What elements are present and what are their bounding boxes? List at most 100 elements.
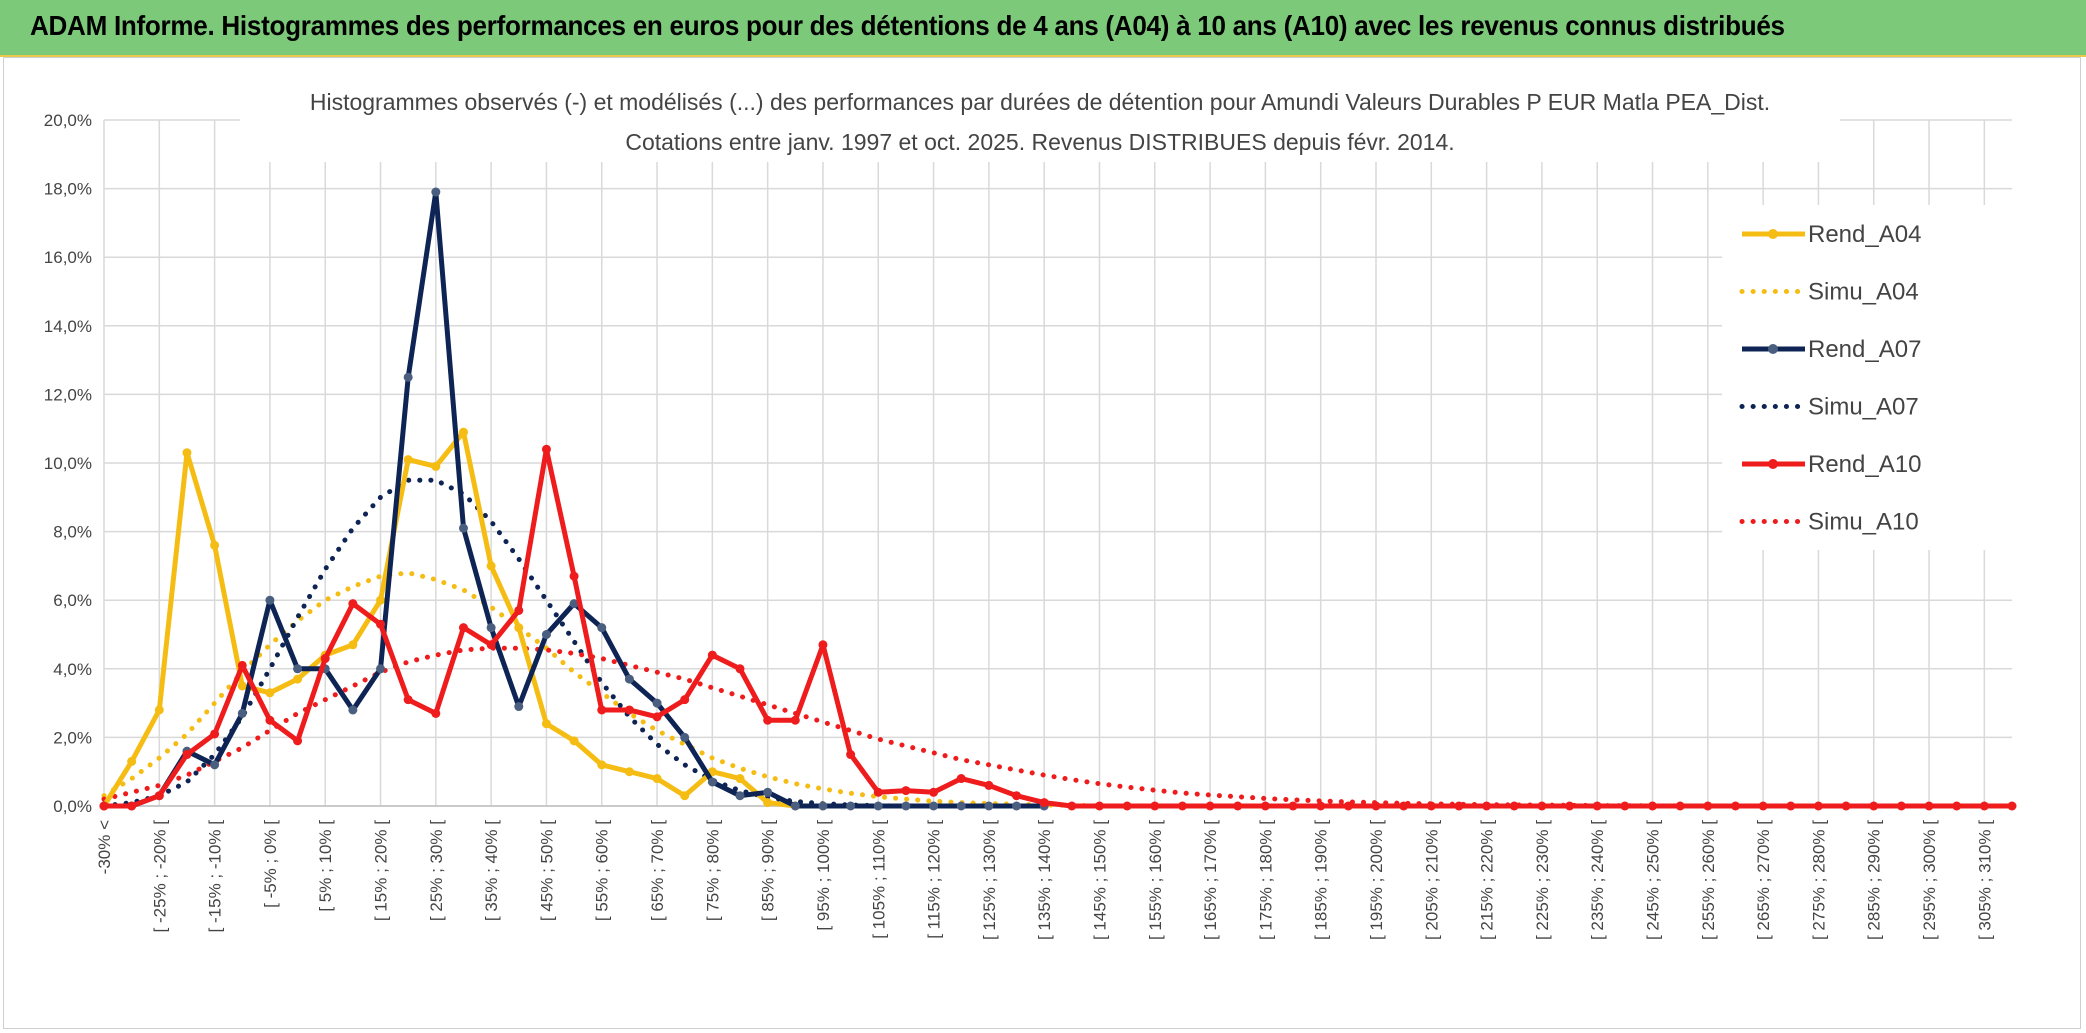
x-tick-label: [ -25% ; -20% [ (150, 820, 169, 933)
point-Rend_A10 (1925, 802, 1934, 811)
point-Rend_A04 (265, 688, 274, 697)
point-Rend_A10 (1814, 802, 1823, 811)
y-tick-label: 6,0% (53, 591, 92, 610)
legend-marker (1768, 459, 1778, 469)
point-Rend_A10 (1952, 802, 1961, 811)
x-tick-label: [ 215% ; 220% [ (1478, 820, 1497, 940)
point-Rend_A10 (1040, 798, 1049, 807)
point-Rend_A10 (1869, 802, 1878, 811)
point-Rend_A07 (708, 777, 717, 786)
point-Rend_A10 (929, 788, 938, 797)
x-tick-label: [ 245% ; 250% [ (1644, 820, 1663, 940)
point-Rend_A04 (210, 541, 219, 550)
point-Rend_A10 (376, 620, 385, 629)
point-Rend_A04 (514, 623, 523, 632)
x-tick-label: [ 185% ; 190% [ (1312, 820, 1331, 940)
point-Rend_A10 (708, 651, 717, 660)
point-Rend_A07 (846, 802, 855, 811)
y-tick-label: 16,0% (44, 248, 92, 267)
point-Rend_A10 (1123, 802, 1132, 811)
point-Rend_A10 (901, 786, 910, 795)
point-Rend_A07 (376, 664, 385, 673)
x-tick-label: [ 305% ; 310% [ (1975, 820, 1994, 940)
legend-label: Rend_A07 (1808, 336, 1921, 363)
title-layer: Histogrammes observés (-) et modélisés (… (240, 82, 1840, 162)
y-tick-label: 14,0% (44, 317, 92, 336)
point-Rend_A10 (1344, 802, 1353, 811)
x-tick-label: [ 25% ; 30% [ (427, 820, 446, 921)
point-Rend_A10 (680, 695, 689, 704)
point-Rend_A10 (653, 712, 662, 721)
histogram-chart: 0,0%2,0%4,0%6,0%8,0%10,0%12,0%14,0%16,0%… (0, 0, 2086, 1033)
legend-label: Simu_A04 (1808, 279, 1919, 306)
point-Rend_A07 (818, 802, 827, 811)
point-Rend_A10 (597, 705, 606, 714)
point-Rend_A10 (846, 750, 855, 759)
legend-box (1722, 205, 2022, 550)
legend-marker (1768, 344, 1778, 354)
point-Rend_A07 (680, 733, 689, 742)
point-Rend_A07 (763, 788, 772, 797)
x-tick-label: [ 255% ; 260% [ (1699, 820, 1718, 940)
point-Rend_A10 (127, 802, 136, 811)
point-Rend_A10 (1316, 802, 1325, 811)
legend-label: Rend_A04 (1808, 221, 1921, 248)
legend-label: Simu_A10 (1808, 509, 1919, 536)
y-tick-label: 12,0% (44, 385, 92, 404)
point-Rend_A04 (293, 675, 302, 684)
point-Rend_A10 (736, 664, 745, 673)
point-Rend_A07 (984, 802, 993, 811)
x-tick-label: [ 15% ; 20% [ (372, 820, 391, 921)
point-Rend_A10 (431, 709, 440, 718)
point-Rend_A07 (431, 188, 440, 197)
point-Rend_A04 (625, 767, 634, 776)
point-Rend_A10 (487, 640, 496, 649)
x-tick-label: [ 195% ; 200% [ (1367, 820, 1386, 940)
point-Rend_A10 (100, 802, 109, 811)
point-Rend_A10 (1399, 802, 1408, 811)
line-Simu_A07 (104, 480, 906, 806)
point-Rend_A10 (763, 716, 772, 725)
point-Rend_A07 (957, 802, 966, 811)
point-Rend_A07 (265, 596, 274, 605)
point-Rend_A10 (1427, 802, 1436, 811)
point-Rend_A10 (1372, 802, 1381, 811)
legend: Rend_A04 Simu_A04 Rend_A07 Simu_A07 Rend_A10… (1722, 205, 2022, 550)
x-tick-label: [ 225% ; 230% [ (1533, 820, 1552, 940)
point-Rend_A10 (1537, 802, 1546, 811)
point-Rend_A04 (763, 798, 772, 807)
x-tick-label: [ 135% ; 140% [ (1035, 820, 1054, 940)
legend-marker (1768, 229, 1778, 239)
y-axis: 0,0%2,0%4,0%6,0%8,0%10,0%12,0%14,0%16,0%… (44, 111, 92, 816)
point-Rend_A10 (238, 661, 247, 670)
point-Rend_A10 (874, 788, 883, 797)
point-Rend_A10 (1648, 802, 1657, 811)
point-Rend_A10 (984, 781, 993, 790)
point-Rend_A07 (625, 675, 634, 684)
point-Rend_A10 (1620, 802, 1629, 811)
point-Rend_A07 (210, 760, 219, 769)
x-tick-label: [ 235% ; 240% [ (1588, 820, 1607, 940)
y-tick-label: 2,0% (53, 728, 92, 747)
point-Rend_A10 (155, 791, 164, 800)
point-Rend_A07 (404, 373, 413, 382)
x-tick-label: -30% < (95, 820, 114, 874)
point-Rend_A10 (818, 640, 827, 649)
point-Rend_A10 (957, 774, 966, 783)
point-Rend_A07 (542, 630, 551, 639)
point-Rend_A10 (1703, 802, 1712, 811)
point-Rend_A10 (1565, 802, 1574, 811)
y-tick-label: 8,0% (53, 523, 92, 542)
point-Rend_A07 (487, 623, 496, 632)
x-tick-label: [ 45% ; 50% [ (537, 820, 556, 921)
x-tick-label: [ 5% ; 10% [ (316, 820, 335, 912)
line-Simu_A10 (104, 648, 2012, 806)
series-Simu_A07 (104, 480, 906, 806)
point-Rend_A10 (1178, 802, 1187, 811)
point-Rend_A10 (1012, 791, 1021, 800)
x-tick-label: [ 35% ; 40% [ (482, 820, 501, 921)
point-Rend_A07 (929, 802, 938, 811)
point-Rend_A10 (404, 695, 413, 704)
point-Rend_A04 (376, 596, 385, 605)
point-Rend_A07 (293, 664, 302, 673)
